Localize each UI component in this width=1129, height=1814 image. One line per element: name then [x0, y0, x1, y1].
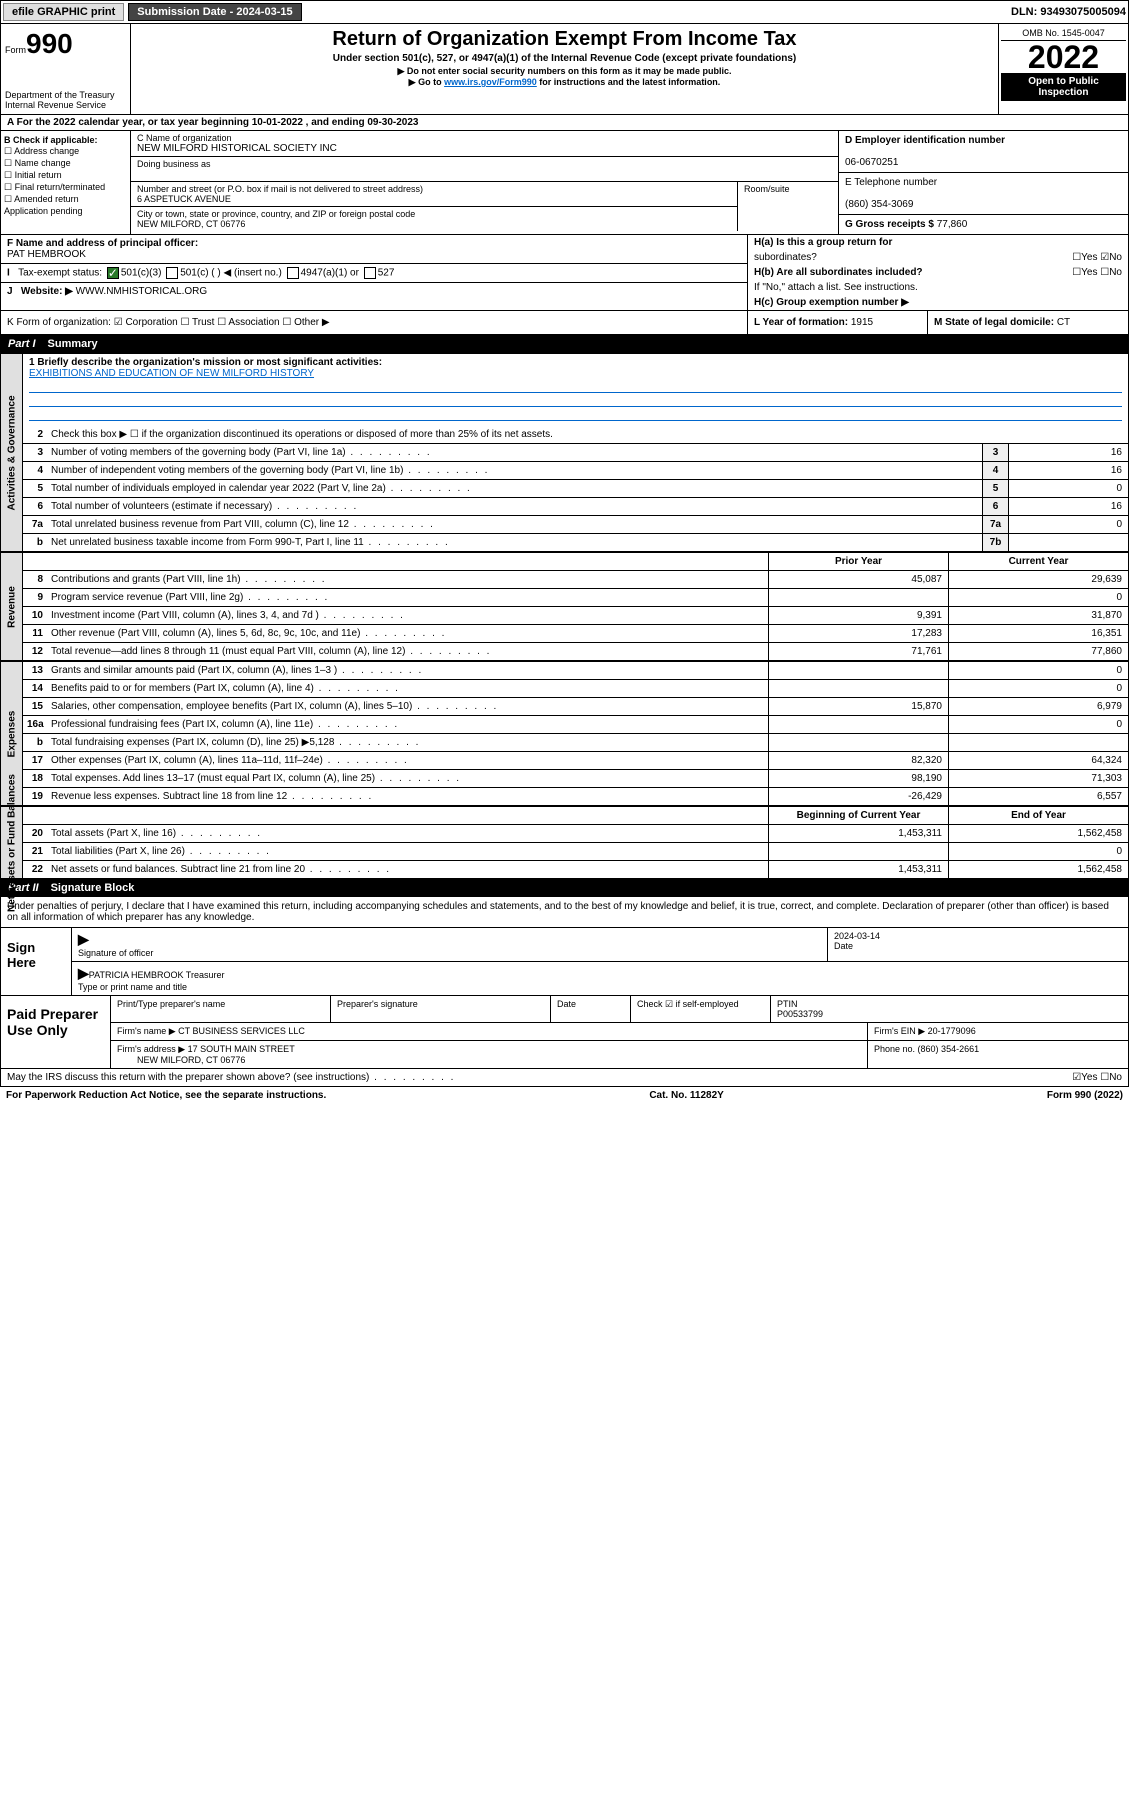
efile-btn[interactable]: efile GRAPHIC print [3, 3, 124, 21]
officer: F Name and address of principal officer:… [1, 235, 747, 263]
vtab-rev: Revenue [1, 553, 23, 660]
ein: D Employer identification number06-06702… [839, 131, 1128, 173]
footer: For Paperwork Reduction Act Notice, see … [0, 1087, 1129, 1104]
street: Number and street (or P.O. box if mail i… [131, 182, 737, 207]
officer-name: ▶PATRICIA HEMBROOK TreasurerType or prin… [72, 962, 1128, 995]
group-return: H(a) Is this a group return for subordin… [748, 235, 1128, 310]
vtab-na: Net Assets or Fund Balances [1, 807, 23, 878]
officer-sig: ▶Signature of officer [72, 928, 828, 961]
part1-header: Part ISummary [0, 335, 1129, 353]
part2-header: Part IISignature Block [0, 879, 1129, 897]
col-b-checkboxes: B Check if applicable: ☐ Address change … [1, 131, 131, 234]
discuss-row: May the IRS discuss this return with the… [0, 1069, 1129, 1087]
gross-receipts: G Gross receipts $ 77,860 [839, 215, 1128, 234]
city: City or town, state or province, country… [131, 207, 737, 231]
mission: 1 Briefly describe the organization's mi… [23, 354, 1128, 426]
subdate-btn[interactable]: Submission Date - 2024-03-15 [128, 3, 301, 21]
vtab-gov: Activities & Governance [1, 354, 23, 551]
sign-here: Sign Here [1, 928, 71, 995]
website: J Website: ▶ WWW.NMHISTORICAL.ORG [1, 282, 747, 300]
year-box: OMB No. 1545-0047 2022 Open to PublicIns… [998, 24, 1128, 114]
sig-date: 2024-03-14Date [828, 928, 1128, 961]
phone: E Telephone number(860) 354-3069 [839, 173, 1128, 215]
domicile: M State of legal domicile: CT [928, 311, 1128, 334]
org-name: C Name of organizationNEW MILFORD HISTOR… [131, 131, 838, 157]
dln: DLN: 93493075005094 [1011, 6, 1126, 18]
perjury-note: Under penalties of perjury, I declare th… [0, 897, 1129, 928]
year-formation: L Year of formation: 1915 [748, 311, 928, 334]
tax-status: I Tax-exempt status: 501(c)(3) 501(c) ( … [1, 263, 747, 282]
tax-year-row: A For the 2022 calendar year, or tax yea… [0, 115, 1129, 131]
paid-preparer: Paid Preparer Use Only [1, 996, 111, 1068]
form-of-org: K Form of organization: ☑ Corporation ☐ … [1, 311, 748, 334]
form-title: Return of Organization Exempt From Incom… [131, 24, 998, 114]
dba: Doing business as [131, 157, 838, 182]
irs-link[interactable]: www.irs.gov/Form990 [444, 77, 537, 87]
room: Room/suite [738, 182, 838, 231]
form-id: Form990 Department of the Treasury Inter… [1, 24, 131, 114]
